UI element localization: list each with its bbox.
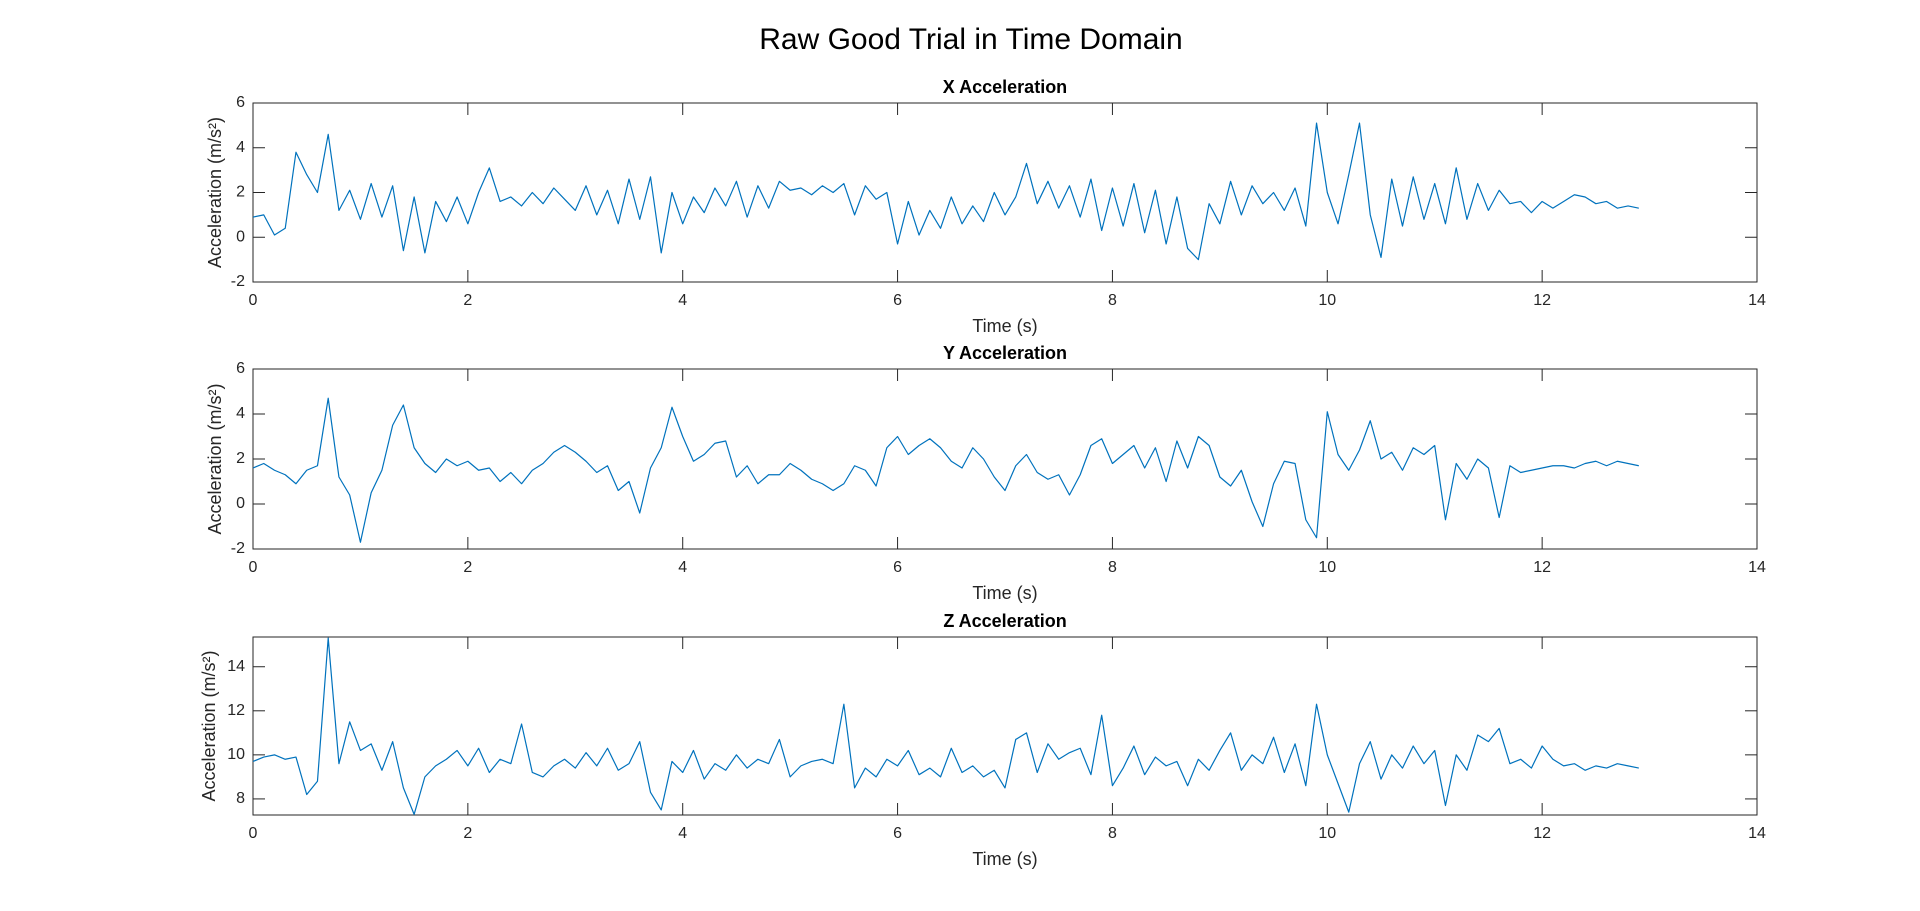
x-tick-label: 4 [678, 559, 687, 576]
axes-box [252, 368, 1758, 550]
axes-box [252, 102, 1758, 283]
figure-title: Raw Good Trial in Time Domain [759, 23, 1183, 56]
x-tick-label: 6 [893, 292, 902, 309]
data-line [252, 637, 1639, 815]
y-axis-label: Acceleration (m/s²) [205, 117, 225, 268]
x-tick-label: 8 [1108, 292, 1117, 309]
y-axis-label: Acceleration (m/s²) [199, 650, 219, 801]
data-line [252, 397, 1639, 543]
x-tick-label: 12 [1533, 825, 1551, 842]
axes-title: Z Acceleration [943, 611, 1066, 631]
x-tick-label: 10 [1318, 825, 1336, 842]
y-tick-label: 6 [236, 360, 245, 377]
y-tick-label: -2 [231, 273, 245, 290]
x-tick-label: 14 [1748, 559, 1766, 576]
y-tick-label: 12 [227, 702, 245, 719]
x-tick-label: 6 [893, 559, 902, 576]
x-tick-label: 2 [463, 825, 472, 842]
x-tick-label: 8 [1108, 825, 1117, 842]
x-tick-label: 14 [1748, 825, 1766, 842]
y-tick-label: 2 [236, 450, 245, 467]
y-tick-label: 0 [236, 495, 245, 512]
x-tick-label: 0 [249, 825, 258, 842]
x-tick-label: 10 [1318, 292, 1336, 309]
x-tick-label: 12 [1533, 559, 1551, 576]
x-tick-label: 2 [463, 292, 472, 309]
x-tick-label: 4 [678, 292, 687, 309]
x-axis-label: Time (s) [972, 316, 1037, 336]
x-tick-label: 10 [1318, 559, 1336, 576]
y-tick-label: 0 [236, 228, 245, 245]
x-tick-label: 14 [1748, 292, 1766, 309]
x-tick-label: 4 [678, 825, 687, 842]
y-tick-label: 8 [236, 790, 245, 807]
axes-title: Y Acceleration [943, 343, 1067, 363]
x-tick-label: 12 [1533, 292, 1551, 309]
y-tick-label: 2 [236, 184, 245, 201]
y-tick-label: 6 [236, 94, 245, 111]
x-axis-label: Time (s) [972, 583, 1037, 603]
y-tick-label: 14 [227, 658, 245, 675]
x-tick-label: 8 [1108, 559, 1117, 576]
x-tick-label: 0 [249, 292, 258, 309]
x-tick-label: 6 [893, 825, 902, 842]
y-tick-label: 4 [236, 139, 245, 156]
x-tick-label: 2 [463, 559, 472, 576]
x-tick-label: 0 [249, 559, 258, 576]
y-tick-label: 10 [227, 746, 245, 763]
y-tick-label: 4 [236, 405, 245, 422]
axes-title: X Acceleration [943, 77, 1067, 97]
y-axis-label: Acceleration (m/s²) [205, 383, 225, 534]
x-axis-label: Time (s) [972, 849, 1037, 869]
data-line [252, 122, 1639, 261]
y-tick-label: -2 [231, 540, 245, 557]
